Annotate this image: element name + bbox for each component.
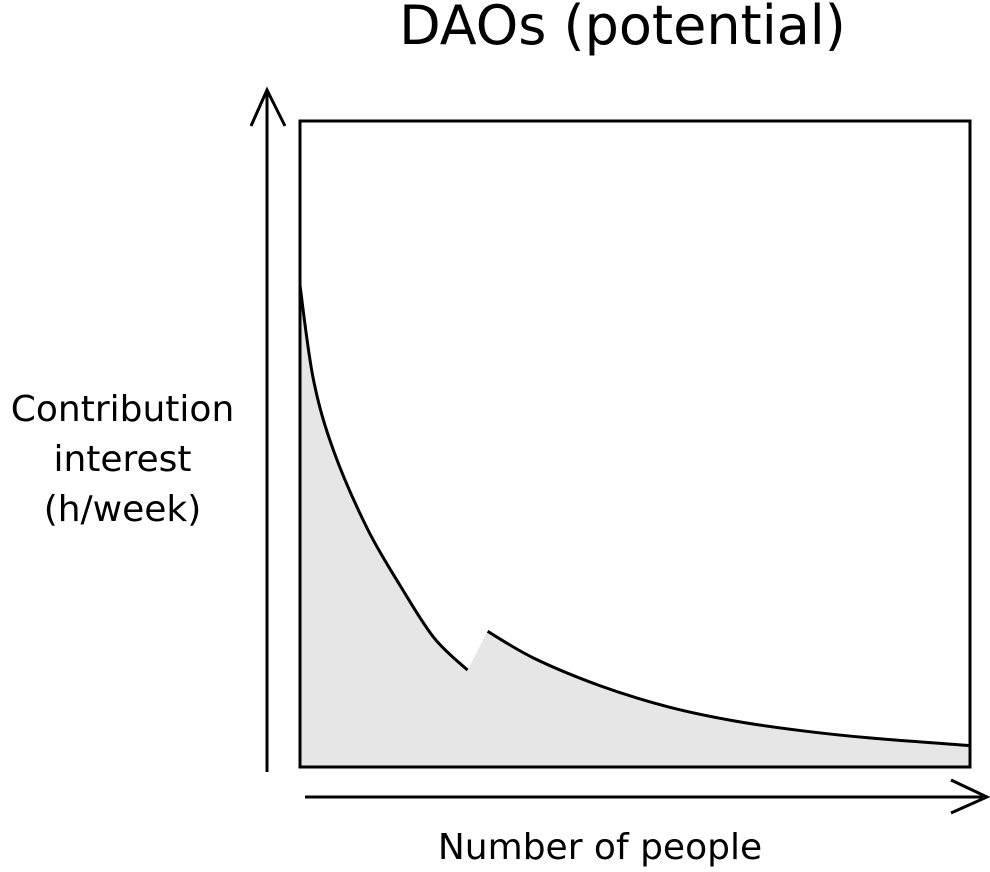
y-axis-label-line-1: Contribution xyxy=(10,389,235,430)
chart-title: DAOs (potential) xyxy=(399,0,846,57)
plot-frame xyxy=(298,119,972,769)
series-0-line-segment-1 xyxy=(298,285,469,672)
x-axis-arrow xyxy=(305,778,990,815)
series-0-line-segment-2 xyxy=(486,630,971,748)
y-axis-label-line-3: (h/week) xyxy=(43,489,202,530)
plot-area xyxy=(298,285,971,767)
y-axis-label-line-2: interest xyxy=(53,439,192,480)
y-axis-arrow xyxy=(249,86,287,772)
x-axis-label: Number of people xyxy=(437,827,763,868)
y-axis-label: Contribution interest (h/week) xyxy=(0,385,245,535)
series-0-area xyxy=(300,285,970,767)
